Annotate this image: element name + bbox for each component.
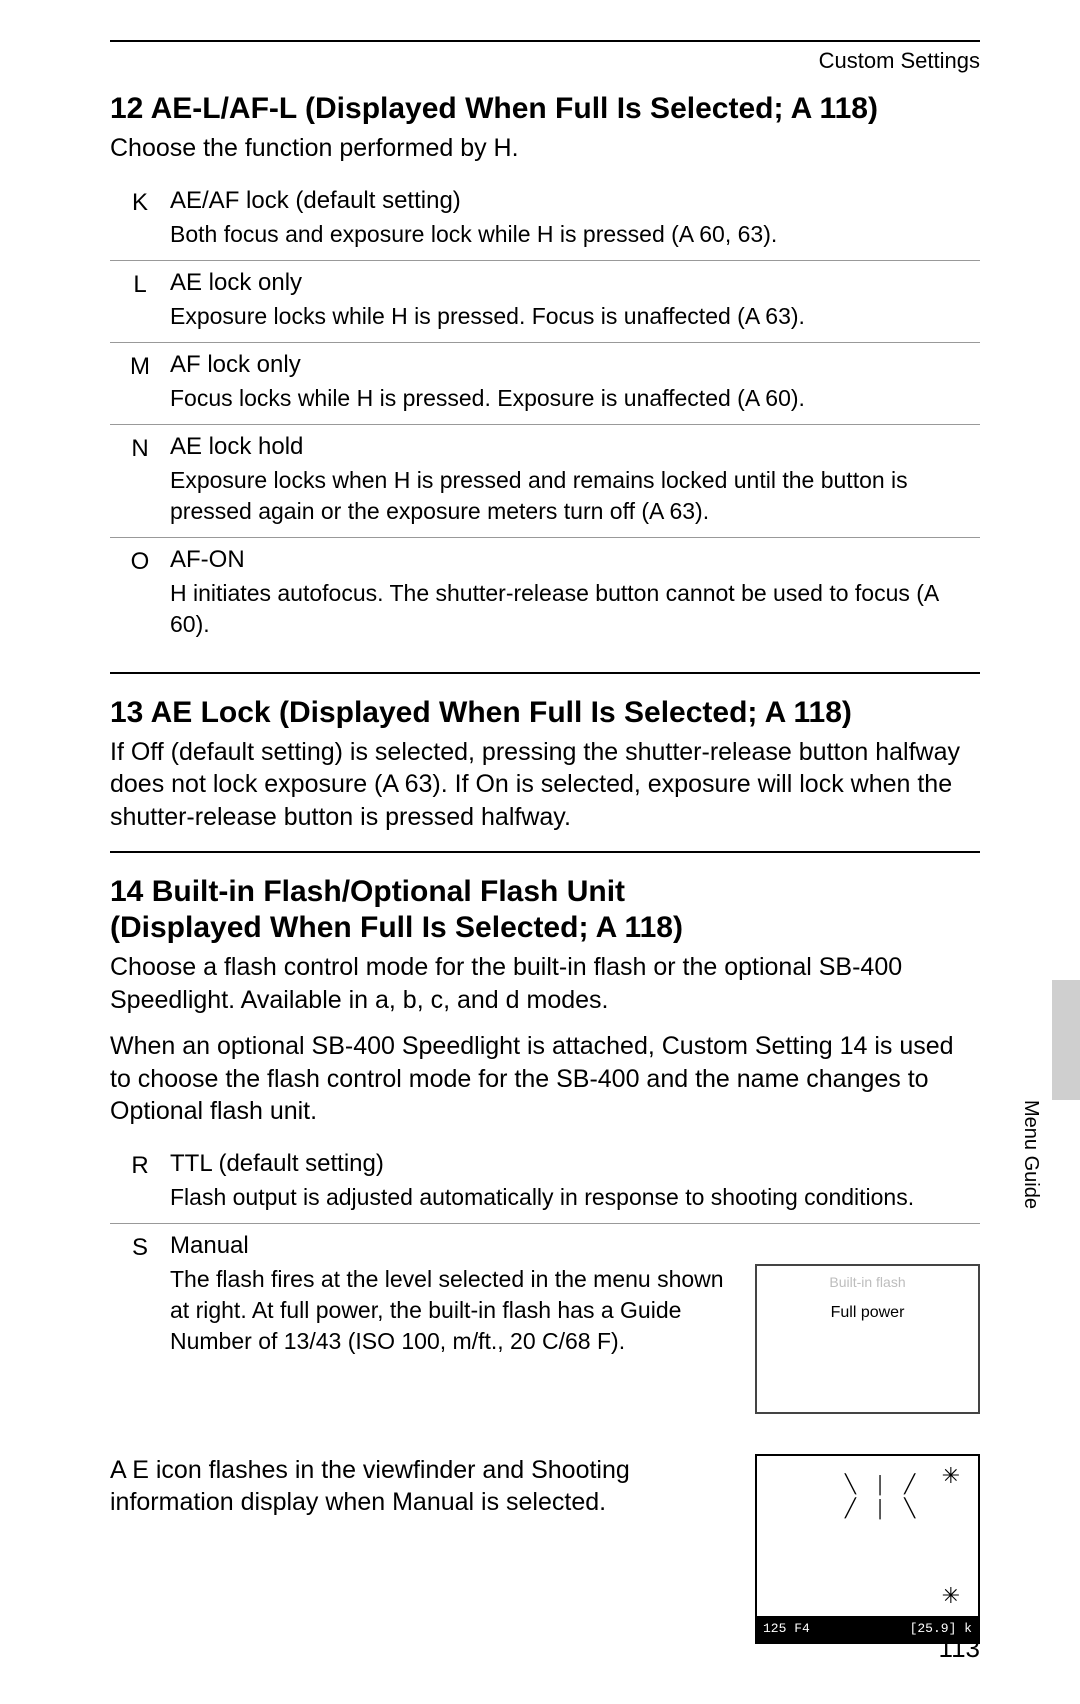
section-14-title-l1: 14 Built-in Flash/Optional Flash Unit xyxy=(110,875,980,909)
option-desc: Both focus and exposure lock while H is … xyxy=(170,219,980,250)
page-number: 113 xyxy=(939,1633,980,1664)
section-13-title: 13 AE Lock (Displayed When Full Is Selec… xyxy=(110,696,980,730)
option-desc: H initiates autofocus. The shutter-relea… xyxy=(170,578,980,640)
section-14-intro2: When an optional SB-400 Speedlight is at… xyxy=(110,1030,980,1128)
side-tab xyxy=(1052,980,1080,1100)
option-key: L xyxy=(110,269,170,332)
vf-readout-left: 125 F4 xyxy=(763,1621,810,1636)
flash-menu-title: Built-in flash xyxy=(767,1274,968,1290)
option-key: K xyxy=(110,187,170,250)
option-desc: Flash output is adjusted automatically i… xyxy=(170,1182,980,1213)
section-14-intro1: Choose a flash control mode for the buil… xyxy=(110,951,980,1016)
vf-bracket-icon: ╲ │ ╱ xyxy=(845,1474,919,1496)
option-name: AF lock only xyxy=(170,351,980,379)
option-desc: Exposure locks while H is pressed. Focus… xyxy=(170,301,980,332)
option-desc: Focus locks while H is pressed. Exposure… xyxy=(170,383,980,414)
flash-menu-value: Full power xyxy=(767,1304,968,1322)
section-12-intro: Choose the function performed by H. xyxy=(110,132,980,165)
header-section: Custom Settings xyxy=(110,48,980,74)
option-name: TTL (default setting) xyxy=(170,1150,980,1178)
option-key: M xyxy=(110,351,170,414)
option-desc: The flash fires at the level selected in… xyxy=(170,1264,737,1357)
option-key: R xyxy=(110,1150,170,1213)
viewfinder-preview: ╲ │ ╱ ╱ │ ╲ ✳ ✳ 125 F4 [25.9] k xyxy=(755,1454,980,1644)
option-key: S xyxy=(110,1232,170,1414)
option-name: AF-ON xyxy=(170,546,980,574)
section-12-title: 12 AE-L/AF-L (Displayed When Full Is Sel… xyxy=(110,92,980,126)
option-name: AE lock only xyxy=(170,269,980,297)
section-13-body: If Off (default setting) is selected, pr… xyxy=(110,736,980,834)
section-14-table: R TTL (default setting) Flash output is … xyxy=(110,1142,980,1424)
section-14-title-l2: (Displayed When Full Is Selected; A 118) xyxy=(110,911,980,945)
option-key: N xyxy=(110,433,170,527)
flash-menu-preview: Built-in flash Full power xyxy=(755,1264,980,1414)
option-desc: Exposure locks when H is pressed and rem… xyxy=(170,465,980,527)
section-12-table: KAE/AF lock (default setting) Both focus … xyxy=(110,179,980,650)
vf-bracket-icon: ╱ │ ╲ xyxy=(845,1498,919,1520)
option-name: AE/AF lock (default setting) xyxy=(170,187,980,215)
option-name: Manual xyxy=(170,1232,980,1260)
flash-icon: ✳ xyxy=(942,1584,960,1610)
option-key: O xyxy=(110,546,170,640)
section-14-note: A E icon flashes in the viewfinder and S… xyxy=(110,1454,737,1519)
flash-icon: ✳ xyxy=(942,1464,960,1490)
option-name: AE lock hold xyxy=(170,433,980,461)
side-label: Menu Guide xyxy=(1019,1100,1042,1209)
